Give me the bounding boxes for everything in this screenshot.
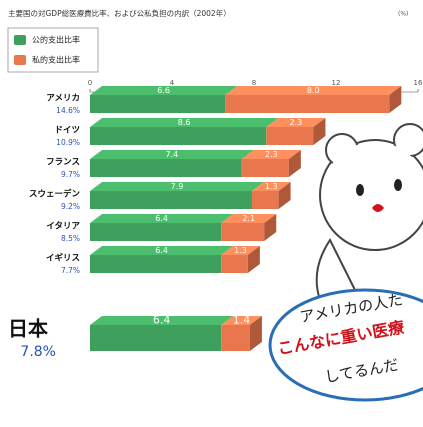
total-label: 7.8% — [20, 344, 56, 360]
unit-label: (%) — [398, 11, 408, 18]
x-tick-label: 8 — [252, 79, 256, 87]
bar — [221, 325, 250, 351]
bar — [252, 191, 279, 209]
bar — [242, 159, 289, 177]
x-tick-label: 4 — [170, 79, 175, 87]
category-label: ドイツ — [54, 126, 80, 136]
category-label: フランス — [46, 158, 80, 168]
total-label: 9.7% — [61, 170, 80, 179]
bar — [266, 127, 313, 145]
x-tick-label: 12 — [332, 79, 341, 87]
legend-swatch — [14, 35, 26, 45]
value-label: 2.1 — [242, 214, 255, 223]
value-label: 6.4 — [153, 314, 171, 327]
category-label: イタリア — [46, 221, 80, 232]
total-label: 9.2% — [61, 202, 80, 211]
bar — [225, 95, 389, 113]
value-label: 7.9 — [171, 182, 184, 191]
legend-label: 公的支出比率 — [32, 35, 80, 45]
value-label: 8.0 — [307, 86, 320, 95]
value-label: 6.4 — [155, 246, 168, 255]
category-label: 日本 — [8, 317, 48, 341]
bar — [90, 95, 225, 113]
value-label: 6.6 — [157, 86, 170, 95]
mascot — [317, 124, 423, 300]
value-label: 8.6 — [178, 118, 191, 127]
total-label: 8.5% — [61, 234, 80, 243]
value-label: 7.4 — [165, 150, 178, 159]
bar — [90, 159, 242, 177]
value-label: 1.3 — [265, 182, 278, 191]
chart-title: 主要国の対GDP総医療費比率、および公私負担の内訳（2002年） — [8, 8, 231, 18]
bar — [90, 127, 266, 145]
bar — [221, 255, 248, 273]
value-label: 1.4 — [233, 314, 251, 327]
value-label: 1.3 — [234, 246, 247, 255]
bar — [90, 325, 221, 351]
total-label: 10.9% — [56, 138, 80, 147]
value-label: 6.4 — [155, 214, 168, 223]
bar — [90, 255, 221, 273]
speech-bubble: アメリカの人た こんなに重い医療 してるんだ — [270, 290, 423, 400]
bear-eye — [394, 179, 402, 191]
bar — [221, 223, 264, 241]
value-label: 2.3 — [265, 150, 278, 159]
bar — [90, 191, 252, 209]
x-tick-label: 0 — [88, 79, 92, 87]
x-tick-label: 16 — [414, 79, 423, 87]
total-label: 14.6% — [56, 106, 80, 115]
bear-eye — [356, 184, 364, 196]
category-label: アメリカ — [46, 94, 80, 104]
total-label: 7.7% — [61, 266, 80, 275]
bar — [90, 223, 221, 241]
legend-swatch — [14, 55, 26, 65]
value-label: 2.3 — [290, 118, 303, 127]
legend-label: 私的支出比率 — [32, 55, 80, 65]
category-label: スウェーデン — [29, 189, 81, 200]
category-label: イギリス — [46, 253, 80, 264]
chart: 主要国の対GDP総医療費比率、および公私負担の内訳（2002年） (%) 0 4 8… — [0, 0, 423, 427]
